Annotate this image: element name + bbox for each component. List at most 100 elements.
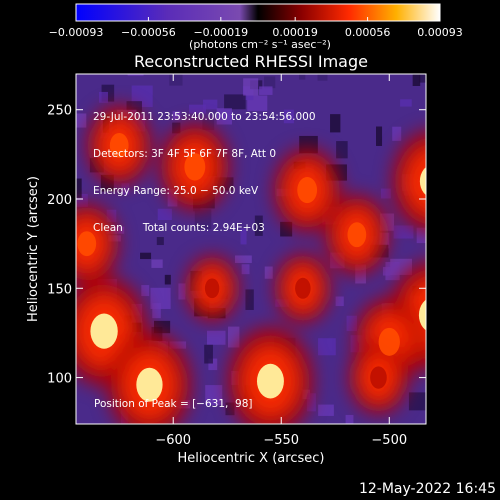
colorbar-ticks: −0.00093 −0.00056 −0.00019 0.00019 0.00056 0.… (49, 17, 463, 39)
mottle-patch (154, 320, 171, 334)
peak-position-label: Position of Peak = [−631, 98] (94, 398, 253, 410)
heatmap-hotspot-cores (77, 132, 426, 402)
mottle-patch (234, 255, 252, 263)
mottle-patch (169, 341, 187, 349)
hotspot-core (109, 132, 129, 158)
mottle-patch (208, 358, 218, 371)
mottle-patch (243, 78, 259, 96)
mottle-patch (419, 74, 426, 83)
hotspot-core (184, 153, 206, 181)
mottle-patch (245, 289, 254, 310)
mottle-patch (202, 120, 215, 131)
mottle-patch (306, 393, 316, 412)
mottle-patch (254, 215, 263, 236)
annotation-detectors: Detectors: 3F 4F 5F 6F 7F 8F, Att 0 (93, 148, 277, 161)
hotspot-core (370, 366, 387, 389)
mottle-patch (335, 296, 344, 307)
annotation-time-range: 29-Jul-2011 23:53:40.000 to 23:54:56.000 (93, 110, 316, 123)
mottle-patch (346, 315, 357, 332)
mottle-patch (264, 266, 273, 279)
mottle-patch (317, 74, 328, 81)
y-tick-label: 150 (47, 282, 72, 297)
hotspot-core (297, 176, 318, 204)
mottle-patch (76, 113, 87, 128)
annotation-block: 29-Jul-2011 23:53:40.000 to 23:54:56.000… (93, 86, 316, 247)
mottle-patch (264, 76, 276, 89)
hotspot-core (347, 222, 367, 248)
mottle-patch (141, 285, 150, 297)
mottle-patch (121, 183, 130, 195)
mottle-patch (157, 208, 172, 221)
mottle-patch (376, 126, 383, 146)
mottle-patch (241, 264, 250, 275)
colorbar-bar (75, 3, 441, 22)
mottle-patch (164, 274, 171, 285)
mottle-patch (76, 178, 82, 198)
mottle-patch (259, 86, 273, 95)
mottle-patch (392, 126, 402, 141)
hotspot-core (90, 313, 118, 349)
mottle-patch (318, 338, 336, 356)
x-tick-label: −600 (155, 433, 191, 448)
y-axis-label: Heliocentric Y (arcsec) (26, 176, 41, 322)
y-tick-label: 200 (47, 193, 72, 208)
mottle-patch (336, 141, 348, 159)
mottle-patch (206, 330, 226, 345)
mottle-patch (99, 91, 108, 103)
mottle-patch (188, 104, 206, 114)
colorbar-tick-label: −0.00019 (193, 26, 248, 39)
mottle-patch (178, 283, 186, 300)
annotation-energy-range: Energy Range: 25.0 − 50.0 keV (93, 185, 259, 198)
hotspot-halo (392, 130, 426, 232)
colorbar-tick-label: 0.00056 (345, 26, 391, 39)
x-axis-label: Heliocentric X (arcsec) (178, 451, 325, 466)
mottle-patch (156, 237, 164, 246)
mottle-patch (152, 303, 161, 319)
mottle-patch (127, 74, 144, 76)
mottle-patch (205, 385, 223, 405)
mottle-patch (345, 414, 354, 424)
mottle-patch (240, 228, 247, 245)
colorbar-tick-label: −0.00093 (49, 26, 104, 39)
colorbar: −0.00093 −0.00056 −0.00019 0.00019 0.00056 0.… (49, 3, 463, 39)
mottle-patch (203, 99, 218, 110)
mottle-patch (318, 404, 334, 416)
mottle-patch (393, 225, 414, 239)
hotspot-core (204, 278, 220, 299)
mottle-patch (172, 111, 181, 121)
mottle-patch (126, 101, 142, 113)
mottle-patch (194, 209, 212, 230)
mottle-patch (224, 94, 246, 110)
hotspot-core (418, 299, 426, 331)
mottle-patch (299, 74, 306, 80)
hotspot-core (295, 277, 311, 299)
mottle-patch (385, 261, 400, 281)
mottle-patch (283, 109, 294, 124)
colorbar-tick-label: −0.00056 (121, 26, 176, 39)
colorbar-tick-label: 0.00019 (272, 26, 318, 39)
heatmap-hotspots (76, 105, 426, 424)
hotspot-body (407, 149, 426, 213)
mottle-patch (330, 114, 341, 133)
x-tick-label: −550 (263, 433, 299, 448)
chart-title: Reconstructed RHESSI Image (134, 52, 368, 71)
plot-frame (75, 73, 427, 425)
mottle-patch (169, 74, 183, 86)
mottle-patch (216, 108, 232, 125)
x-tick-label: −500 (371, 433, 407, 448)
mottle-patch (150, 287, 171, 309)
mottle-patch (408, 392, 426, 411)
mottle-patch (151, 259, 163, 268)
mottle-patch (204, 344, 213, 364)
hotspot-core (256, 363, 284, 399)
hotspot-core (77, 231, 97, 257)
y-axis-ticks: 100 150 200 250 (47, 104, 426, 387)
y-tick-label: 250 (47, 104, 72, 119)
mottle-patch (106, 209, 117, 222)
hotspot-core (419, 167, 426, 196)
colorbar-tick-label: 0.00093 (417, 26, 463, 39)
heatmap-image (76, 74, 426, 424)
hotspot-core (136, 367, 163, 402)
mottle-patch (416, 227, 426, 244)
